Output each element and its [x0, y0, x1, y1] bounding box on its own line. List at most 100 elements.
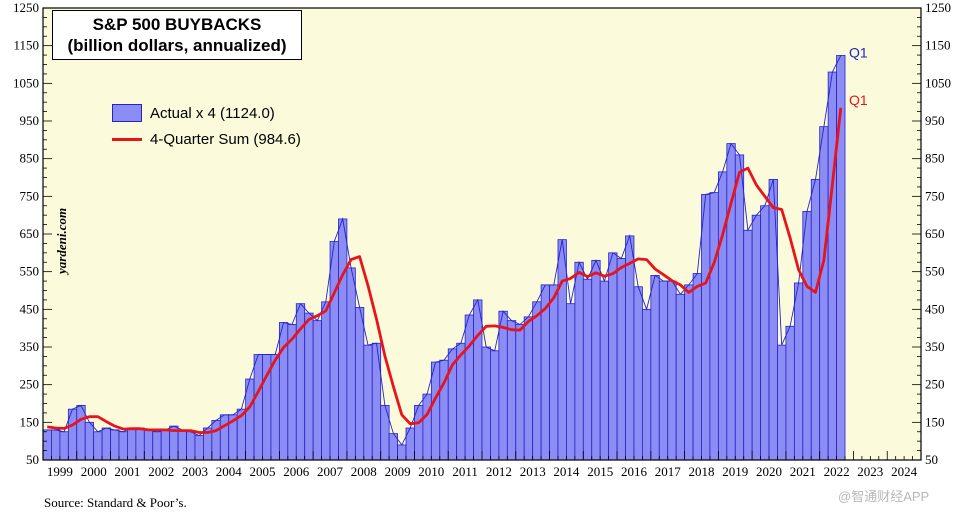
bar-q77 [684, 284, 694, 461]
x-tick-label: 2020 [756, 464, 782, 479]
x-tick-label: 2015 [587, 464, 613, 479]
y-axis-right: 50 150 250 350 450 550 650 750 850 950 1050 1150 125… [925, 0, 951, 467]
title-line-2: (billion dollars, annualized) [67, 36, 287, 55]
bar-q69 [616, 258, 626, 461]
y-tick-label-right: 350 [925, 339, 945, 354]
bar-q33 [312, 320, 322, 461]
bar-q34 [321, 301, 331, 461]
title-line-1: S&P 500 BUYBACKS [92, 15, 262, 34]
y-tick-label-right: 50 [925, 452, 938, 467]
x-tick-label: 2022 [824, 464, 850, 479]
bar-q83 [734, 154, 745, 461]
end-labels: Q1 Q1 [849, 45, 868, 108]
y-tick-label-right: 250 [925, 377, 945, 392]
bar-q1 [42, 429, 52, 461]
bar-q70 [625, 235, 635, 461]
x-tick-label: 2016 [621, 464, 648, 479]
bar-q10 [118, 431, 128, 461]
y-tick-label-left: 850 [20, 151, 40, 166]
bar-q74 [658, 280, 669, 461]
x-tick-label: 2006 [283, 464, 310, 479]
bar-q68 [608, 252, 618, 461]
bar-q30 [287, 323, 297, 461]
app-watermark: @智通财经APP [838, 489, 930, 504]
y-tick-label-left: 250 [20, 377, 40, 392]
bar-q88 [777, 344, 787, 461]
legend-line-label: 4-Quarter Sum (984.6) [150, 130, 301, 148]
bar-q80 [709, 192, 719, 461]
bar-q39 [363, 344, 373, 461]
bar-q56 [506, 320, 517, 461]
y-tick-label-right: 950 [925, 113, 945, 128]
bar-q43 [397, 444, 407, 461]
bar-q17 [177, 429, 187, 461]
bar-q32 [304, 312, 314, 461]
bar-q7 [93, 431, 103, 461]
bar-q35 [329, 241, 339, 461]
y-tick-label-left: 750 [20, 188, 40, 203]
bar-q19 [194, 435, 204, 461]
bar-q5 [76, 404, 86, 461]
bar-q61 [549, 284, 559, 461]
bar-q87 [768, 178, 778, 461]
bar-q94 [827, 71, 837, 461]
bar-q14 [152, 431, 162, 461]
bar-q78 [692, 273, 702, 461]
bar-q9 [110, 429, 120, 461]
y-tick-label-left: 150 [20, 414, 40, 429]
bar-q90 [793, 282, 804, 461]
bar-q46 [422, 393, 432, 461]
y-tick-label-left: 350 [20, 339, 40, 354]
legend-line-swatch [112, 137, 142, 141]
bar-q66 [591, 259, 601, 461]
plot-frame [42, 7, 922, 461]
bar-q57 [515, 323, 525, 461]
y-tick-label-left: 550 [20, 264, 40, 279]
x-tick-label: 2010 [418, 464, 444, 479]
y-tick-label-right: 850 [925, 151, 945, 166]
bar-q26 [253, 354, 263, 461]
y-tick-label-right: 450 [925, 301, 945, 316]
legend-bar-swatch [112, 104, 142, 122]
bar-q41 [380, 404, 390, 461]
x-tick-label: 2003 [182, 464, 208, 479]
x-tick-label: 2007 [317, 464, 344, 479]
x-tick-label: 2009 [385, 464, 411, 479]
x-tick-label: 2002 [148, 464, 174, 479]
bar-q76 [675, 293, 686, 461]
y-tick-label-left: 1250 [13, 0, 39, 15]
bar-q63 [566, 303, 576, 461]
x-tick-label: 1999 [47, 464, 73, 479]
bar-q93 [819, 126, 829, 461]
y-tick-label-left: 950 [20, 113, 40, 128]
bar-q28 [270, 354, 280, 461]
bar-q85 [751, 214, 761, 461]
bar-q79 [701, 194, 711, 461]
y-axis-left: 50 150 250 350 450 550 650 750 850 950 1050 1150 125… [13, 0, 39, 467]
bar-q13 [143, 429, 154, 461]
bar-q65 [582, 278, 593, 461]
bar-q22 [219, 414, 230, 461]
bar-q2 [51, 429, 61, 461]
x-tick-label: 2012 [486, 464, 512, 479]
bar-q36 [338, 218, 348, 461]
bar-q53 [481, 346, 491, 461]
brand-watermark: yardeni.com [54, 207, 69, 274]
y-tick-label-left: 650 [20, 226, 40, 241]
bar-q47 [430, 361, 441, 461]
y-tick-label-right: 150 [925, 414, 945, 429]
bar-q64 [574, 261, 584, 461]
bar-q54 [490, 350, 500, 461]
x-tick-label: 2013 [520, 464, 546, 479]
y-tick-label-right: 1150 [925, 38, 951, 53]
x-tick-label: 2004 [216, 464, 243, 479]
x-axis: 1999 2000 2001 2002 2003 2004 2005 2006 2007 2008… [47, 464, 918, 479]
bar-q15 [160, 429, 171, 461]
x-tick-label: 2001 [114, 464, 140, 479]
legend: Actual x 4 (1124.0) 4-Quarter Sum (984.6… [112, 100, 301, 152]
bar-q92 [810, 178, 821, 461]
x-tick-label: 2019 [722, 464, 748, 479]
bar-q71 [633, 286, 643, 461]
x-tick-label: 2000 [81, 464, 107, 479]
